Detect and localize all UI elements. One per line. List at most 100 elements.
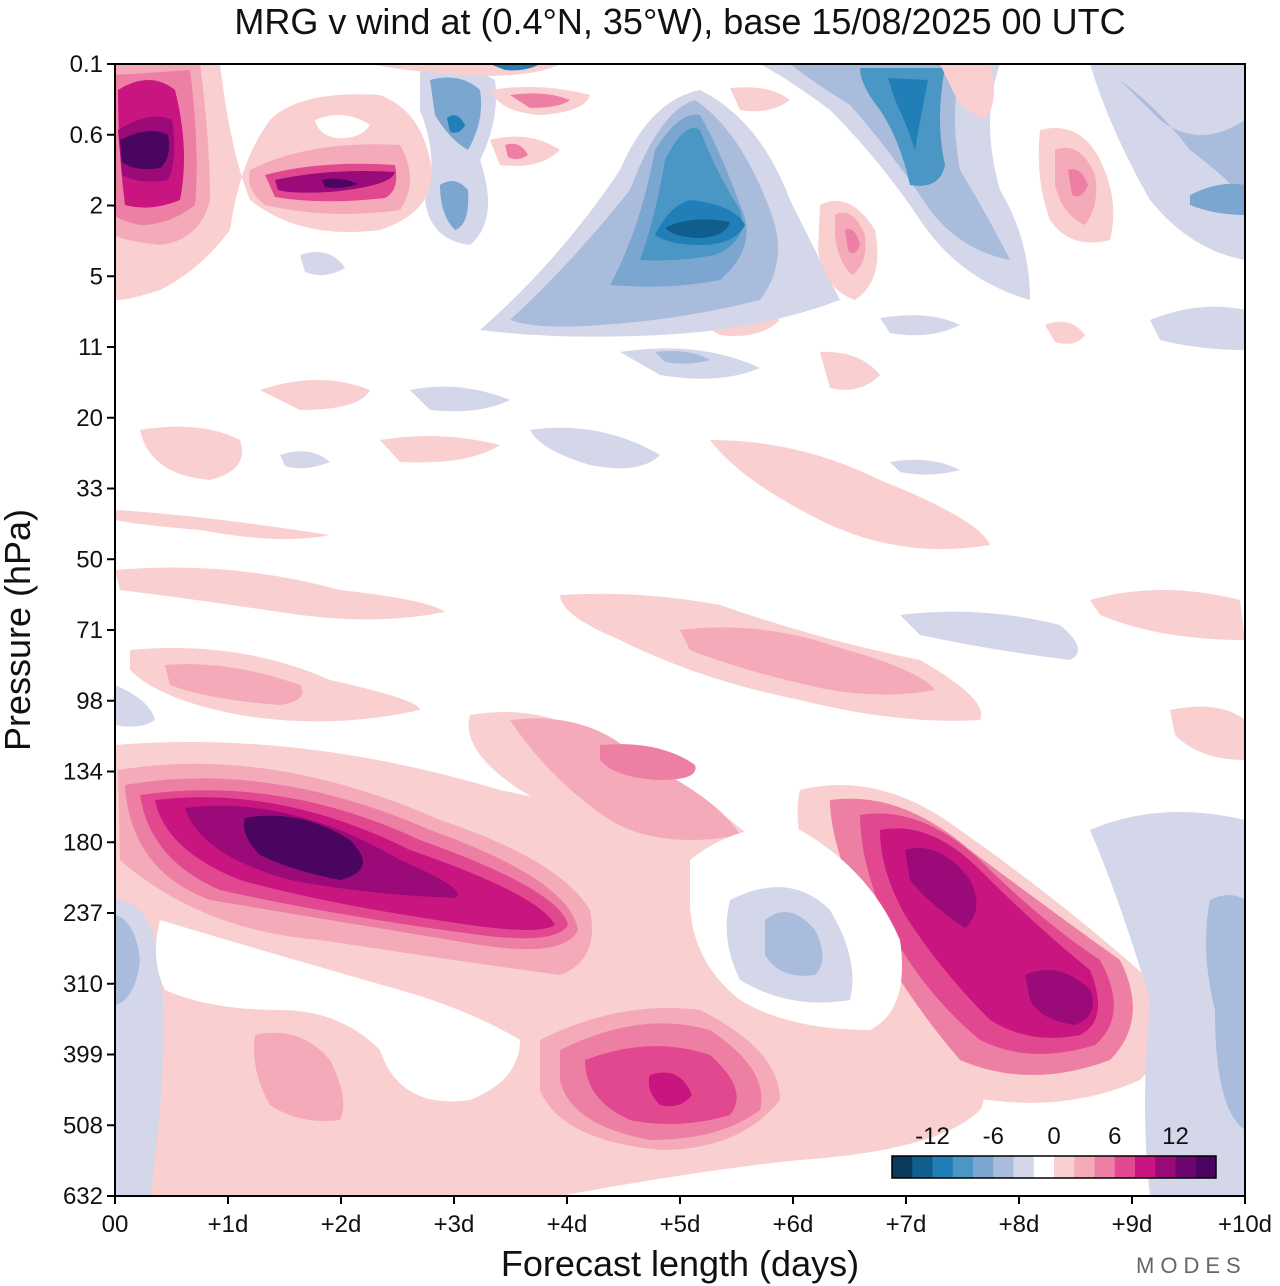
contour-region-positive-band (820, 351, 880, 390)
contour-region-zero-band (315, 115, 370, 139)
y-tick-label: 2 (90, 193, 103, 220)
colorbar-label: 0 (1047, 1123, 1060, 1150)
y-tick-label: 0.1 (70, 51, 103, 78)
colorbar-swatch (912, 1156, 933, 1178)
contour-region-negative-band (280, 451, 330, 469)
x-tick-label: +3d (434, 1211, 475, 1238)
y-tick-label: 50 (76, 546, 103, 573)
colorbar-swatch (892, 1156, 913, 1178)
contour-region-positive-band (120, 131, 169, 170)
chart-title: MRG v wind at (0.4°N, 35°W), base 15/08/… (234, 1, 1125, 42)
colorbar-swatch (932, 1156, 954, 1178)
contour-region-negative-band (410, 386, 510, 412)
contour-region-positive-band (510, 93, 570, 108)
y-tick-label: 134 (63, 759, 103, 786)
y-tick-label: 180 (63, 829, 103, 856)
colorbar-swatch (1135, 1156, 1156, 1178)
contour-region-positive-band (254, 1032, 344, 1121)
colorbar-swatch (1195, 1156, 1217, 1178)
colorbar-swatch (1175, 1156, 1197, 1178)
contour-region-positive-band (680, 627, 935, 695)
y-tick-label: 237 (63, 900, 103, 927)
contour-region-negative-band (888, 78, 928, 150)
x-tick-label: +5d (660, 1211, 701, 1238)
colorbar-label: -12 (915, 1123, 950, 1150)
contour-region-positive-band (940, 64, 994, 120)
contour-region-positive-band (140, 426, 242, 480)
contour-region-negative-band (1090, 64, 1245, 260)
contour-region-positive-band (1090, 590, 1245, 640)
x-tick-label: +2d (321, 1211, 362, 1238)
y-tick-label: 508 (63, 1112, 103, 1139)
x-tick-label: +7d (886, 1211, 927, 1238)
contour-region-positive-band (322, 178, 358, 188)
colorbar-swatch (1013, 1156, 1035, 1178)
colorbar: -12 -6 0 6 12 (891, 1123, 1217, 1179)
y-tick-label: 33 (76, 476, 103, 503)
colorbar-swatch (1074, 1156, 1095, 1178)
contour-region-negative-band (430, 77, 482, 150)
contour-region-positive-band (710, 440, 990, 550)
contour-region-positive-band (260, 380, 370, 410)
contour-region-negative-band (1206, 895, 1245, 1130)
colorbar-label: 6 (1108, 1123, 1121, 1150)
colorbar-frame (891, 1155, 1217, 1179)
contour-region-positive-band (244, 815, 363, 880)
colorbar-swatch (952, 1156, 974, 1178)
contour-region-positive-band (510, 718, 740, 840)
y-tick-label: 399 (63, 1042, 103, 1069)
contour-region-negative-band (665, 219, 730, 238)
contour-region-positive-band (505, 143, 528, 160)
contour-region-negative-band (447, 115, 465, 133)
contour-region-negative-band (1090, 812, 1245, 1196)
plot-area (114, 63, 1246, 1197)
colorbar-swatch (993, 1156, 1014, 1178)
colorbar-swatch (1155, 1156, 1176, 1178)
y-tick-label: 0.6 (70, 122, 103, 149)
contour-region-positive-band (600, 744, 696, 780)
y-tick-label: 71 (76, 617, 103, 644)
x-tick-label: +4d (547, 1211, 588, 1238)
y-axis: 0.1 0.6 2 5 11 20 33 50 71 98 134 180 237 310 399 508 63… (63, 51, 115, 1210)
contour-region-negative-band (490, 64, 540, 71)
contour-region-positive-band (1068, 169, 1088, 197)
colorbar-label: 12 (1162, 1123, 1189, 1150)
contour-region-negative-band (1190, 183, 1245, 215)
colorbar-swatch (1114, 1156, 1136, 1178)
colorbar-swatch (1033, 1156, 1055, 1178)
modes-brand-logo: MODES (1136, 1253, 1247, 1278)
x-axis-label: Forecast length (days) (501, 1243, 859, 1284)
contour-region-positive-band (165, 664, 303, 705)
contour-region-negative-band (300, 251, 345, 276)
x-tick-label: +1d (208, 1211, 249, 1238)
contour-region-zero-band (156, 920, 520, 1102)
contour-region-negative-band (115, 685, 155, 727)
contour-region-negative-band (655, 351, 710, 364)
contour-fields (115, 64, 1245, 1196)
contour-region-positive-band (1045, 321, 1085, 344)
y-tick-label: 20 (76, 405, 103, 432)
contour-region-positive-band (1025, 970, 1093, 1025)
colorbar-swatch (973, 1156, 994, 1178)
y-tick-label: 632 (63, 1183, 103, 1210)
colorbar-swatch (1094, 1156, 1116, 1178)
contour-region-negative-band (760, 64, 1030, 300)
contour-region-negative-band (880, 315, 960, 336)
y-tick-label: 5 (90, 263, 103, 290)
colorbar-swatch (1054, 1156, 1075, 1178)
contour-region-positive-band (845, 229, 860, 254)
contour-region-negative-band (1150, 306, 1245, 350)
contour-region-positive-band (380, 436, 500, 463)
contour-region-negative-band (620, 348, 760, 379)
contour-region-negative-band (765, 912, 823, 976)
y-axis-label: Pressure (hPa) (0, 509, 38, 751)
contour-region-negative-band (890, 459, 960, 475)
x-tick-label: +6d (773, 1211, 814, 1238)
contour-region-positive-band (648, 1072, 692, 1107)
y-tick-label: 11 (78, 334, 103, 361)
x-tick-label: +9d (1112, 1211, 1153, 1238)
contour-region-negative-band (440, 181, 469, 230)
x-tick-label: 00 (102, 1211, 129, 1238)
contour-region-negative-band (530, 427, 660, 469)
colorbar-label: -6 (983, 1123, 1004, 1150)
